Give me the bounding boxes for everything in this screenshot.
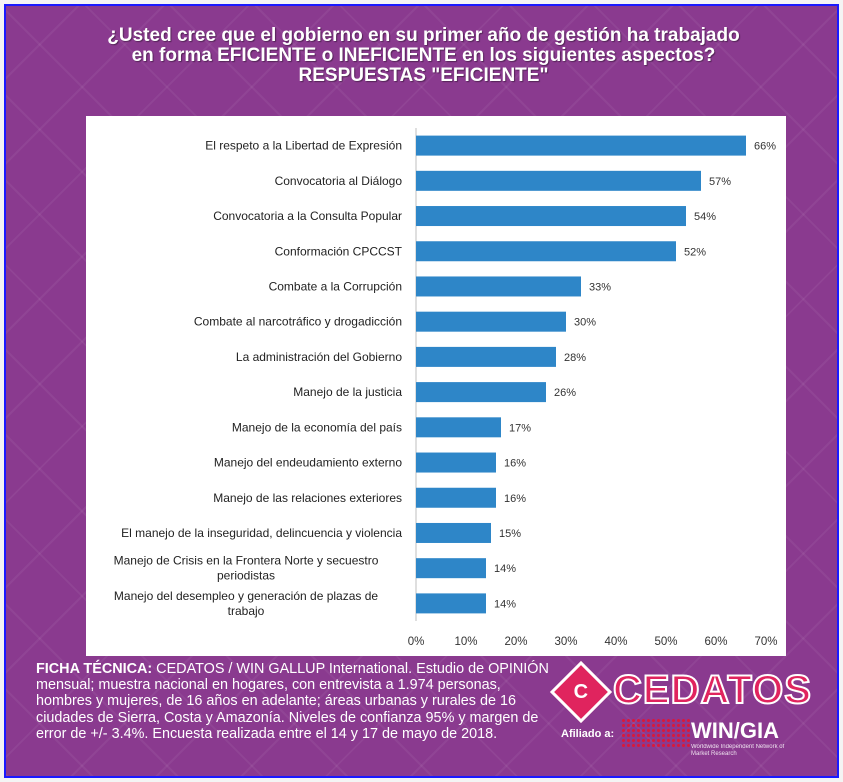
category-label-11: Manejo de las relaciones exteriores bbox=[213, 491, 402, 505]
chart-panel: 66% El respeto a la Libertad de Expresión… bbox=[86, 116, 786, 656]
bar-6 bbox=[416, 311, 566, 332]
bar-5 bbox=[416, 276, 581, 297]
title-line-2: en forma EFICIENTE o INEFICIENTE en los … bbox=[131, 45, 716, 66]
category-label-5: Combate a la Corrupción bbox=[269, 279, 402, 293]
value-label-5: 33% bbox=[589, 281, 611, 293]
value-label-6: 30% bbox=[574, 317, 596, 329]
bar-9 bbox=[416, 417, 501, 438]
cedatos-logo-main: C CEDATOS bbox=[549, 660, 812, 724]
value-label-1: 66% bbox=[754, 141, 776, 153]
category-label-1: El respeto a la Libertad de Expresión bbox=[205, 139, 402, 153]
technical-sheet-text: CEDATOS / WIN GALLUP International. Estu… bbox=[36, 661, 549, 742]
category-label-13-line-1: Manejo de Crisis en la Frontera Norte y … bbox=[114, 554, 379, 568]
bar-14 bbox=[416, 593, 486, 614]
bar-3 bbox=[416, 206, 686, 227]
category-label-14-line-2: trabajo bbox=[228, 604, 265, 618]
technical-sheet: FICHA TÉCNICA: CEDATOS / WIN GALLUP Inte… bbox=[36, 661, 556, 742]
x-tick-label-1: 0% bbox=[408, 636, 425, 648]
x-tick-label-2: 10% bbox=[454, 636, 477, 648]
bar-11 bbox=[416, 487, 496, 508]
x-tick-label-3: 20% bbox=[504, 636, 527, 648]
category-label-3: Convocatoria a la Consulta Popular bbox=[213, 209, 402, 223]
wingia-wordmark: WIN/GIA bbox=[691, 718, 779, 743]
title-line-1: ¿Usted cree que el gobierno en su primer… bbox=[107, 25, 740, 46]
x-tick-label-4: 30% bbox=[554, 636, 577, 648]
world-map-icon bbox=[621, 718, 691, 748]
value-label-8: 26% bbox=[554, 387, 576, 399]
category-label-13-line-2: periodistas bbox=[217, 569, 275, 583]
value-label-9: 17% bbox=[509, 422, 531, 434]
category-label-4: Conformación CPCCST bbox=[275, 244, 403, 258]
value-label-14: 14% bbox=[494, 598, 516, 610]
category-label-10: Manejo del endeudamiento externo bbox=[214, 456, 402, 470]
x-tick-label-7: 60% bbox=[704, 636, 727, 648]
bar-chart: 66% El respeto a la Libertad de Expresión… bbox=[114, 128, 778, 648]
infographic-frame: ¿Usted cree que el gobierno en su primer… bbox=[4, 4, 839, 778]
cedatos-wordmark: CEDATOS bbox=[612, 667, 812, 713]
bar-12 bbox=[416, 522, 491, 543]
bar-10 bbox=[416, 452, 496, 473]
technical-sheet-lead: FICHA TÉCNICA: bbox=[36, 661, 153, 677]
value-label-7: 28% bbox=[564, 352, 586, 364]
bar-4 bbox=[416, 241, 676, 262]
affiliation-label: Afiliado a: bbox=[561, 728, 615, 740]
bar-13 bbox=[416, 558, 486, 579]
category-label-14-line-1: Manejo del desempleo y generación de pla… bbox=[114, 589, 379, 603]
value-label-11: 16% bbox=[504, 493, 526, 505]
value-label-10: 16% bbox=[504, 458, 526, 470]
bar-2 bbox=[416, 170, 701, 191]
chart-title: ¿Usted cree que el gobierno en su primer… bbox=[26, 26, 821, 86]
cedatos-logo: C CEDATOS Afiliado a: WIN/GIA Worldwide … bbox=[549, 660, 812, 774]
title-line-3: RESPUESTAS "EFICIENTE" bbox=[298, 65, 549, 86]
x-tick-label-6: 50% bbox=[654, 636, 677, 648]
category-label-6: Combate al narcotráfico y drogadicción bbox=[194, 315, 402, 329]
bar-1 bbox=[416, 135, 746, 156]
value-label-12: 15% bbox=[499, 528, 521, 540]
category-label-12: El manejo de la inseguridad, delincuenci… bbox=[121, 526, 402, 540]
bar-8 bbox=[416, 382, 546, 403]
value-label-3: 54% bbox=[694, 211, 716, 223]
value-label-13: 14% bbox=[494, 563, 516, 575]
value-label-2: 57% bbox=[709, 176, 731, 188]
cedatos-mark-icon: C bbox=[549, 660, 613, 724]
x-tick-label-8: 70% bbox=[754, 636, 777, 648]
wingia-subtitle: Worldwide Independent Network of Market … bbox=[691, 744, 785, 757]
category-label-7: La administración del Gobierno bbox=[236, 350, 402, 364]
value-label-4: 52% bbox=[684, 246, 706, 258]
category-label-9: Manejo de la economía del país bbox=[232, 420, 402, 434]
bar-7 bbox=[416, 346, 556, 367]
category-label-2: Convocatoria al Diálogo bbox=[275, 174, 403, 188]
x-tick-label-5: 40% bbox=[604, 636, 627, 648]
category-label-8: Manejo de la justicia bbox=[293, 385, 402, 399]
